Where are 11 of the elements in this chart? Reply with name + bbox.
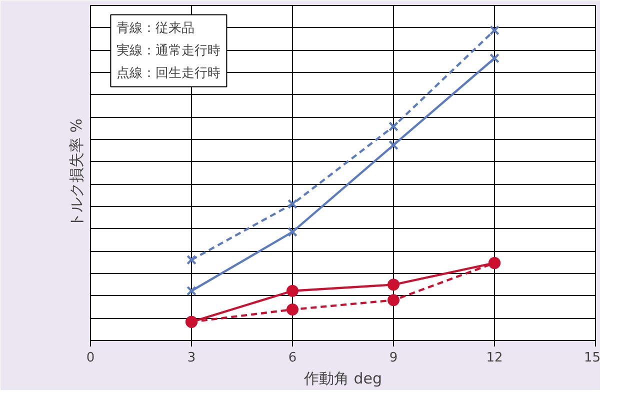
x-tick-label: 12 — [486, 350, 503, 366]
annotation: 実線：通常走行時 — [116, 42, 221, 58]
x-tick-label: 9 — [389, 350, 398, 366]
x-tick-label: 6 — [288, 350, 297, 366]
y-axis-title: トルク損失率 % — [68, 118, 86, 228]
annotation: 青線：従来品 — [116, 20, 195, 36]
x-axis-title: 作動角 deg — [302, 370, 382, 388]
x-tick-label: 15 — [584, 350, 601, 366]
x-tick-label: 0 — [86, 350, 95, 366]
annotation: 点線：回生走行時 — [116, 66, 221, 81]
x-tick-label: 3 — [187, 350, 196, 366]
